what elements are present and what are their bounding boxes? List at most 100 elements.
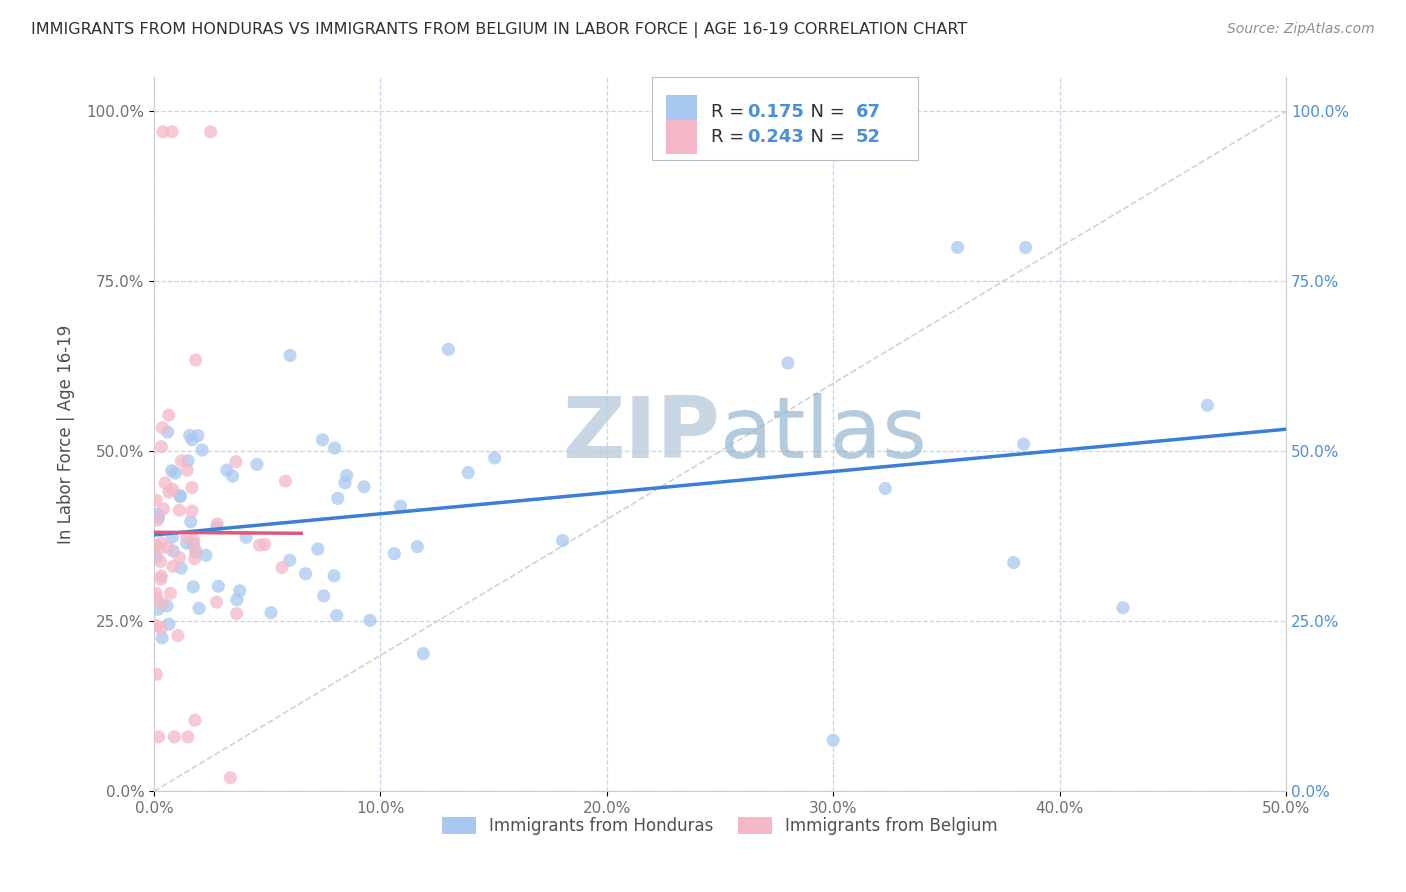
- Text: 0.243: 0.243: [747, 128, 804, 146]
- Point: [170, 561, 193, 575]
- Point: [382, 547, 405, 561]
- Text: atlas: atlas: [720, 392, 928, 475]
- Point: [145, 618, 167, 632]
- Text: R =: R =: [711, 103, 749, 121]
- Point: [148, 730, 170, 744]
- Point: [311, 433, 333, 447]
- Point: [215, 463, 238, 477]
- Point: [184, 543, 207, 558]
- Point: [1002, 556, 1025, 570]
- FancyBboxPatch shape: [652, 78, 918, 160]
- Text: 52: 52: [856, 128, 880, 146]
- Point: [875, 482, 897, 496]
- Point: [177, 730, 200, 744]
- Point: [150, 621, 173, 635]
- Point: [274, 474, 297, 488]
- Point: [170, 454, 193, 468]
- Point: [160, 464, 183, 478]
- Point: [157, 541, 180, 555]
- Text: 67: 67: [856, 103, 880, 121]
- Point: [176, 463, 198, 477]
- Point: [359, 614, 381, 628]
- Point: [333, 475, 356, 490]
- Point: [184, 545, 207, 559]
- Point: [152, 421, 174, 435]
- Text: R =: R =: [711, 128, 749, 146]
- Point: [162, 530, 184, 544]
- Point: [169, 550, 191, 565]
- Point: [167, 629, 190, 643]
- Text: ZIP: ZIP: [562, 392, 720, 475]
- Point: [437, 343, 460, 357]
- Point: [278, 348, 301, 362]
- Point: [180, 481, 202, 495]
- Point: [156, 599, 179, 613]
- Point: [200, 125, 222, 139]
- Point: [160, 125, 183, 139]
- Point: [169, 490, 191, 504]
- Point: [307, 542, 329, 557]
- Point: [184, 713, 207, 727]
- Point: [145, 549, 167, 564]
- Point: [149, 554, 172, 568]
- Point: [163, 730, 186, 744]
- Point: [152, 502, 174, 516]
- Point: [145, 591, 167, 606]
- Point: [165, 466, 187, 480]
- Point: [207, 579, 229, 593]
- Point: [323, 569, 346, 583]
- Point: [157, 408, 180, 422]
- Point: [150, 440, 173, 454]
- Point: [406, 540, 429, 554]
- Point: [180, 515, 202, 529]
- Point: [205, 595, 228, 609]
- Point: [271, 560, 294, 574]
- Point: [1197, 398, 1219, 412]
- Point: [1014, 240, 1036, 254]
- Point: [181, 580, 204, 594]
- Point: [179, 428, 201, 442]
- Point: [457, 466, 479, 480]
- Point: [823, 733, 845, 747]
- Point: [153, 475, 176, 490]
- Point: [148, 511, 170, 525]
- Text: Source: ZipAtlas.com: Source: ZipAtlas.com: [1227, 22, 1375, 37]
- Point: [235, 530, 257, 544]
- Point: [152, 125, 174, 139]
- Point: [150, 569, 173, 583]
- FancyBboxPatch shape: [665, 95, 697, 129]
- Text: N =: N =: [799, 128, 851, 146]
- Point: [205, 520, 228, 534]
- Point: [946, 240, 969, 254]
- Point: [194, 549, 217, 563]
- Point: [228, 583, 250, 598]
- Point: [177, 453, 200, 467]
- Point: [159, 586, 181, 600]
- Point: [188, 601, 211, 615]
- Point: [149, 572, 172, 586]
- Point: [225, 455, 247, 469]
- Point: [176, 536, 198, 550]
- Point: [353, 480, 375, 494]
- Point: [219, 771, 242, 785]
- Point: [389, 499, 412, 513]
- Text: 0.175: 0.175: [747, 103, 804, 121]
- Point: [146, 602, 169, 616]
- Point: [180, 504, 202, 518]
- Point: [326, 491, 349, 506]
- Point: [221, 469, 243, 483]
- Point: [157, 617, 180, 632]
- Point: [184, 353, 207, 368]
- Point: [551, 533, 574, 548]
- Point: [148, 541, 170, 556]
- Point: [325, 608, 347, 623]
- Point: [294, 566, 316, 581]
- Point: [249, 538, 271, 552]
- Point: [253, 537, 276, 551]
- Text: N =: N =: [799, 103, 851, 121]
- Point: [156, 425, 179, 439]
- Point: [1012, 437, 1035, 451]
- Point: [181, 433, 204, 447]
- Text: IMMIGRANTS FROM HONDURAS VS IMMIGRANTS FROM BELGIUM IN LABOR FORCE | AGE 16-19 C: IMMIGRANTS FROM HONDURAS VS IMMIGRANTS F…: [31, 22, 967, 38]
- Point: [162, 544, 184, 558]
